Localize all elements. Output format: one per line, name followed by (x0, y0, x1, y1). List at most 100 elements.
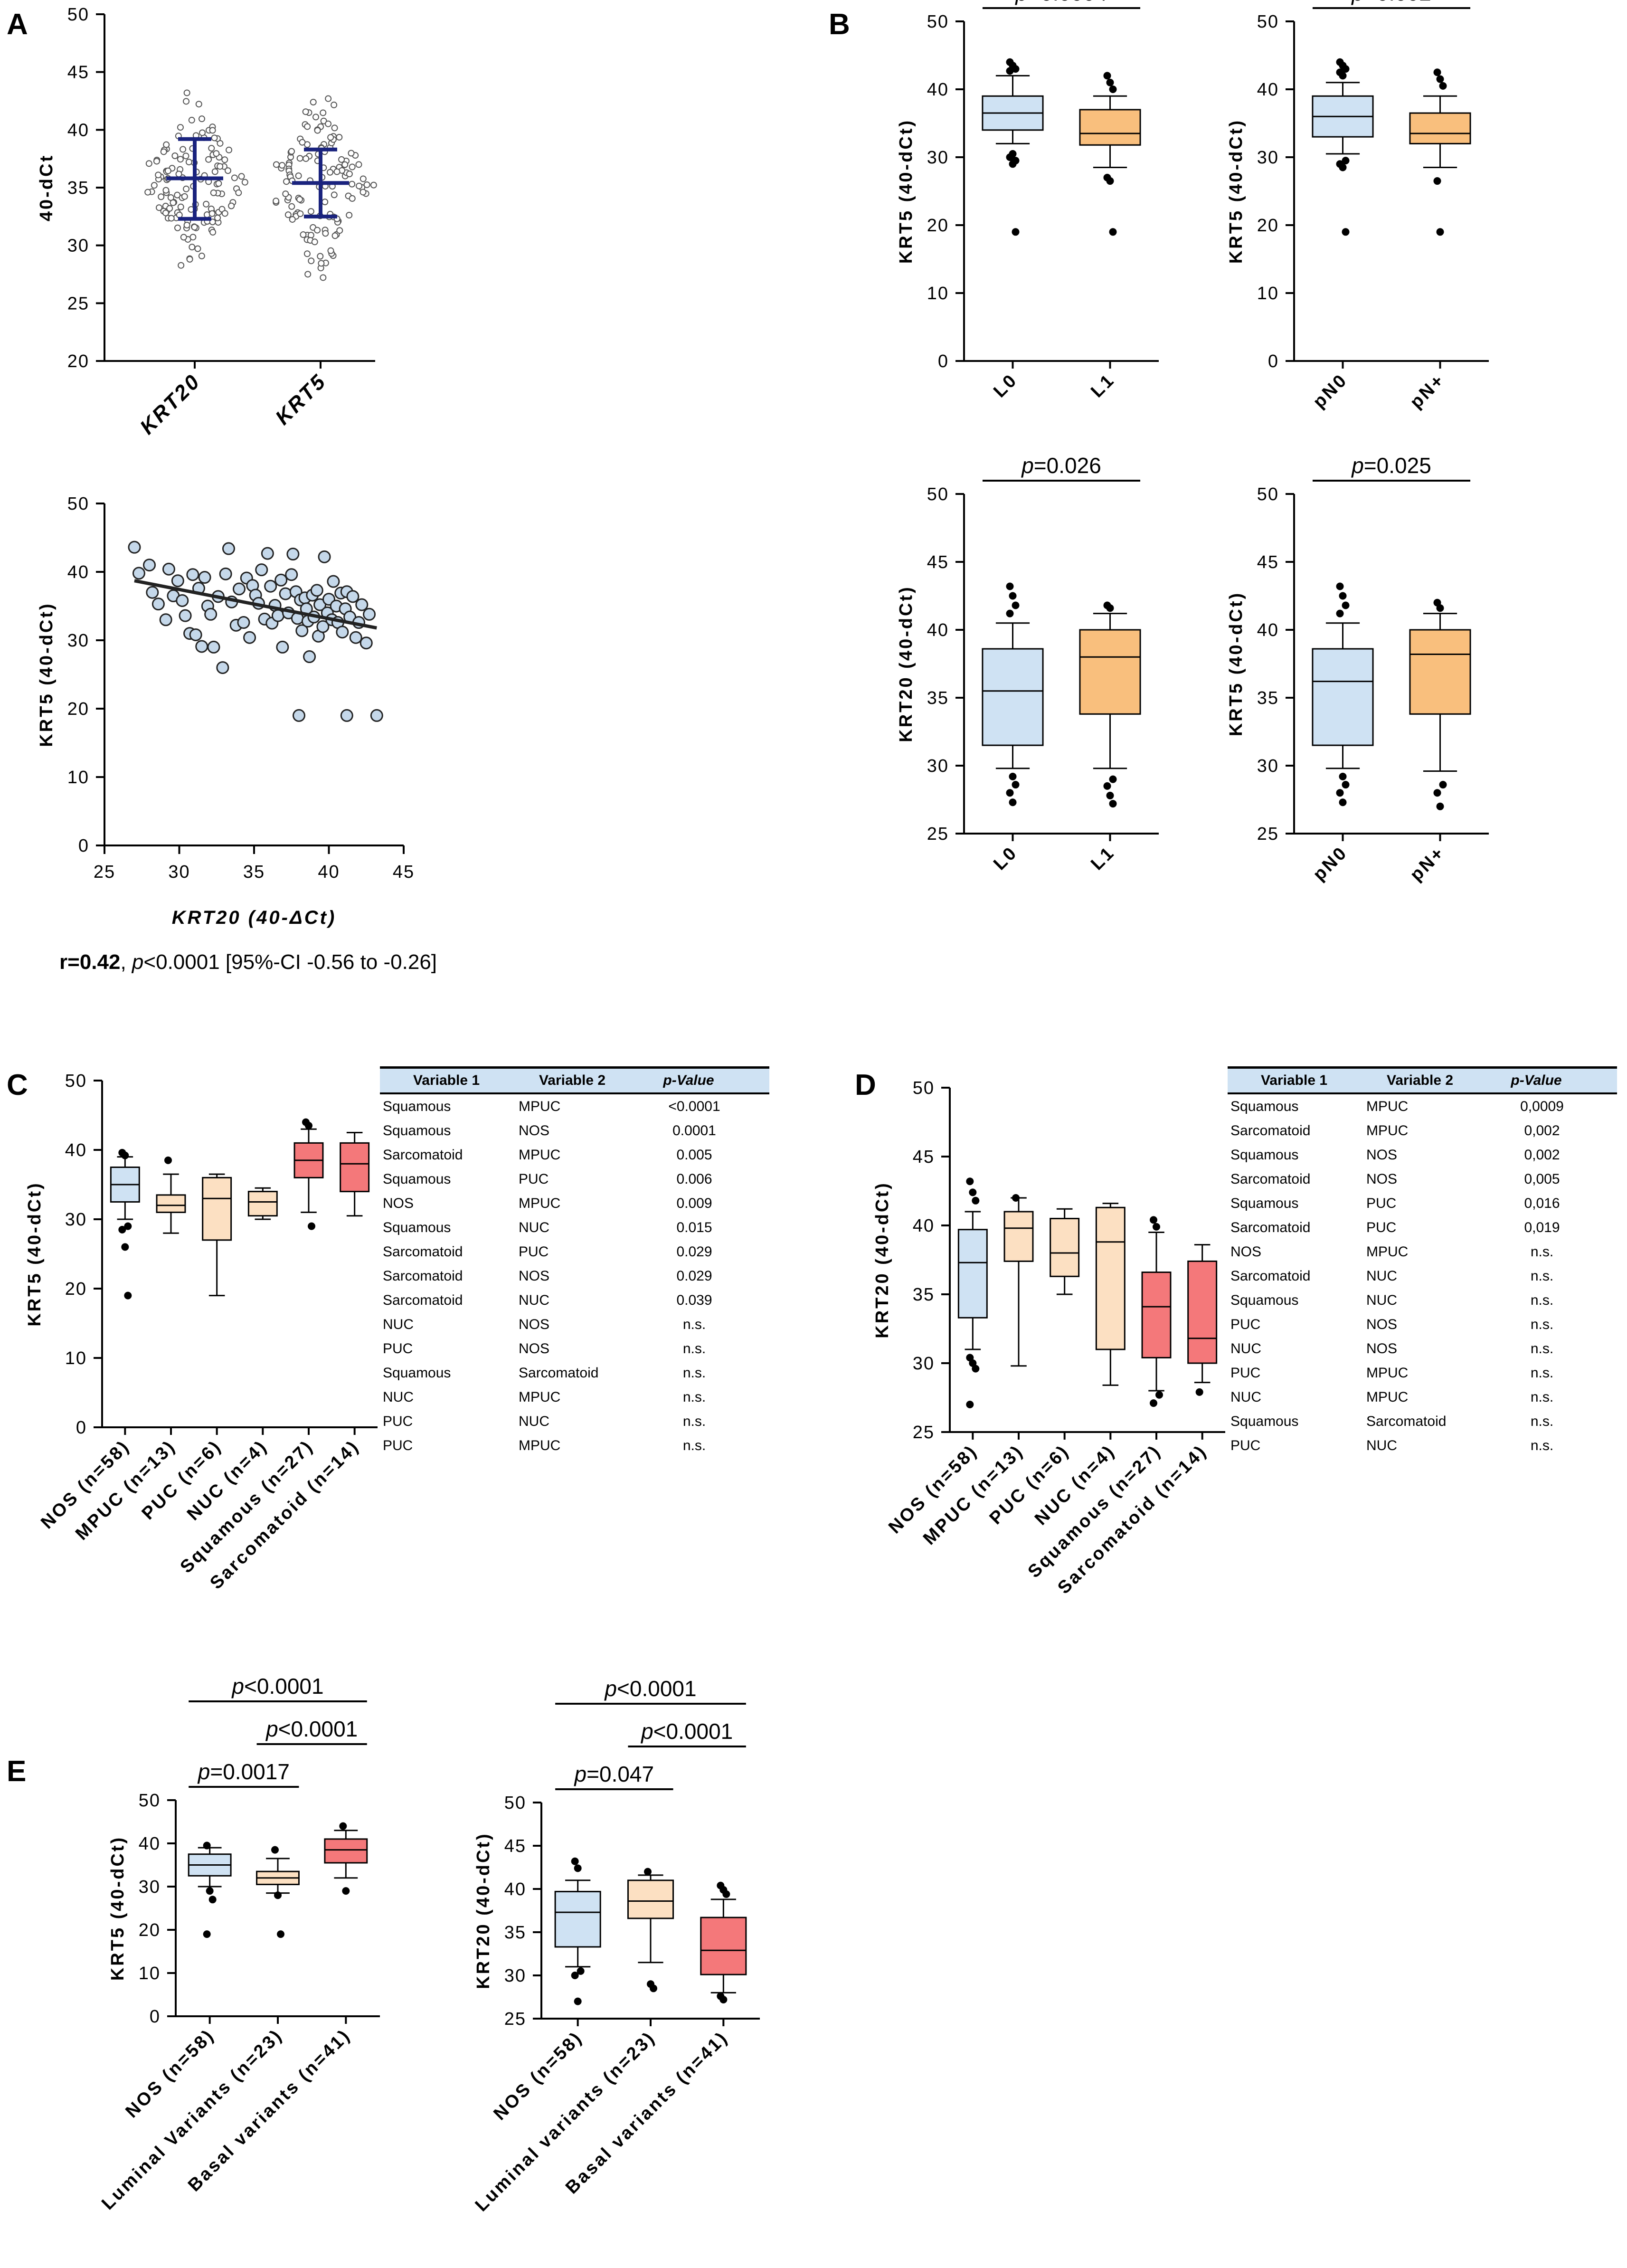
table-cell: <0.0001 (668, 1098, 720, 1114)
table-row: NUC NOS n.s. (380, 1312, 769, 1337)
x-tick-label: NUC (n=4) (183, 1436, 272, 1525)
data-point (359, 175, 367, 182)
regression-line (134, 579, 377, 630)
y-tick-label: 10 (65, 1348, 87, 1368)
outlier-point (1012, 228, 1020, 236)
y-tick-label: 45 (1257, 552, 1279, 572)
data-point (370, 709, 383, 722)
box (554, 1890, 601, 1948)
data-point (355, 598, 369, 611)
data-point (180, 146, 187, 153)
box (1050, 1218, 1080, 1277)
data-point (333, 168, 341, 175)
outlier-point (305, 1121, 312, 1129)
data-point (237, 616, 250, 629)
table-cell: n.s. (682, 1365, 706, 1381)
outlier-point (1342, 228, 1350, 236)
outlier-point (1336, 789, 1344, 797)
data-point (233, 582, 246, 596)
y-tick-label: 30 (927, 756, 949, 776)
table-row: Sarcomatoid PUC 0.029 (380, 1240, 769, 1264)
data-point (209, 127, 216, 134)
data-point (336, 626, 349, 639)
data-point (349, 631, 362, 644)
data-point (211, 134, 218, 142)
data-point (283, 178, 290, 185)
data-point (132, 567, 145, 580)
data-point (189, 628, 202, 641)
outlier-point (1153, 1223, 1160, 1231)
table-cell: NOS (519, 1122, 550, 1139)
data-point (318, 260, 325, 267)
data-point (162, 187, 170, 194)
data-point (331, 232, 339, 239)
table-cell: Squamous (1230, 1413, 1299, 1429)
p-value-label: p<0.0001 (265, 1717, 358, 1741)
data-point (195, 101, 202, 108)
table-cell: n.s. (1530, 1340, 1554, 1357)
y-tick-label: 40 (67, 120, 89, 140)
outlier-point (1006, 789, 1014, 797)
data-point (300, 231, 307, 238)
x-tick-label: pN0 (1309, 370, 1352, 412)
y-tick-label: 25 (67, 294, 89, 313)
y-tick-label: 40 (139, 1834, 161, 1854)
outlier-point (124, 1291, 132, 1300)
chart-b4: 25 30 35 40 45 50 KRT5 (40-dCt) pN0 pN+ p=0.025 (1226, 453, 1489, 885)
outlier-point (966, 1177, 974, 1186)
data-point (224, 167, 231, 174)
y-tick-label: 40 (927, 620, 949, 640)
data-point (209, 228, 217, 236)
table-cell: 0.0001 (672, 1122, 716, 1139)
x-tick-label: L0 (990, 843, 1022, 874)
table-cell: n.s. (682, 1413, 706, 1429)
box (1095, 1206, 1126, 1350)
table-row: Sarcomatoid MPUC 0.005 (380, 1143, 769, 1167)
data-point (370, 181, 377, 189)
table-cell: NUC (1230, 1340, 1261, 1357)
y-tick-label: 25 (927, 824, 949, 844)
outlier-point (1103, 72, 1111, 80)
outlier-point (1012, 781, 1020, 789)
data-point (176, 594, 189, 607)
y-tick-label: 30 (927, 148, 949, 168)
table-cell: NOS (519, 1268, 550, 1284)
data-point (238, 173, 245, 180)
table-cell: Sarcomatoid (383, 1147, 463, 1163)
y-tick-label: 45 (67, 63, 89, 83)
outlier-point (1433, 789, 1441, 797)
data-point (228, 202, 235, 209)
data-point (145, 160, 152, 167)
outlier-point (1195, 1388, 1203, 1396)
correlation-r: r=0.42 (59, 950, 120, 974)
y-tick-label: 0 (76, 1418, 87, 1438)
data-point (219, 567, 232, 580)
table-row: NOS MPUC 0.009 (380, 1191, 769, 1215)
data-point (166, 205, 173, 212)
data-point (189, 244, 196, 251)
x-tick-label: KRT20 (135, 369, 205, 439)
y-axis-title: KRT20 (40-dCt) (473, 1832, 493, 1989)
data-point (175, 171, 182, 178)
outlier-point (274, 1891, 282, 1899)
outlier-point (1006, 67, 1014, 75)
data-point (331, 101, 338, 108)
y-axis-title: KRT5 (40-dCt) (1226, 119, 1246, 264)
data-point (296, 155, 303, 162)
x-tick-label: pN+ (1406, 843, 1449, 885)
table-cell: PUC (1230, 1437, 1261, 1453)
data-point (221, 156, 228, 163)
table-cell: Squamous (383, 1219, 451, 1235)
p-value-label: p=0.025 (1351, 453, 1431, 478)
outlier-point (277, 1930, 284, 1938)
chart-b2: 0 10 20 30 40 50 KRT5 (40-dCt) pN0 pN+ p=0.002 (1226, 0, 1489, 412)
y-tick-label: 40 (65, 1140, 87, 1160)
p-value-label: p=0.026 (1021, 453, 1101, 478)
table-cell: 0.015 (676, 1219, 712, 1235)
table-cell: NOS (519, 1316, 550, 1332)
table-cell: 0.006 (676, 1171, 712, 1187)
y-tick-label: 50 (913, 1078, 935, 1098)
data-point (322, 230, 329, 237)
table-cell: n.s. (1530, 1316, 1554, 1332)
